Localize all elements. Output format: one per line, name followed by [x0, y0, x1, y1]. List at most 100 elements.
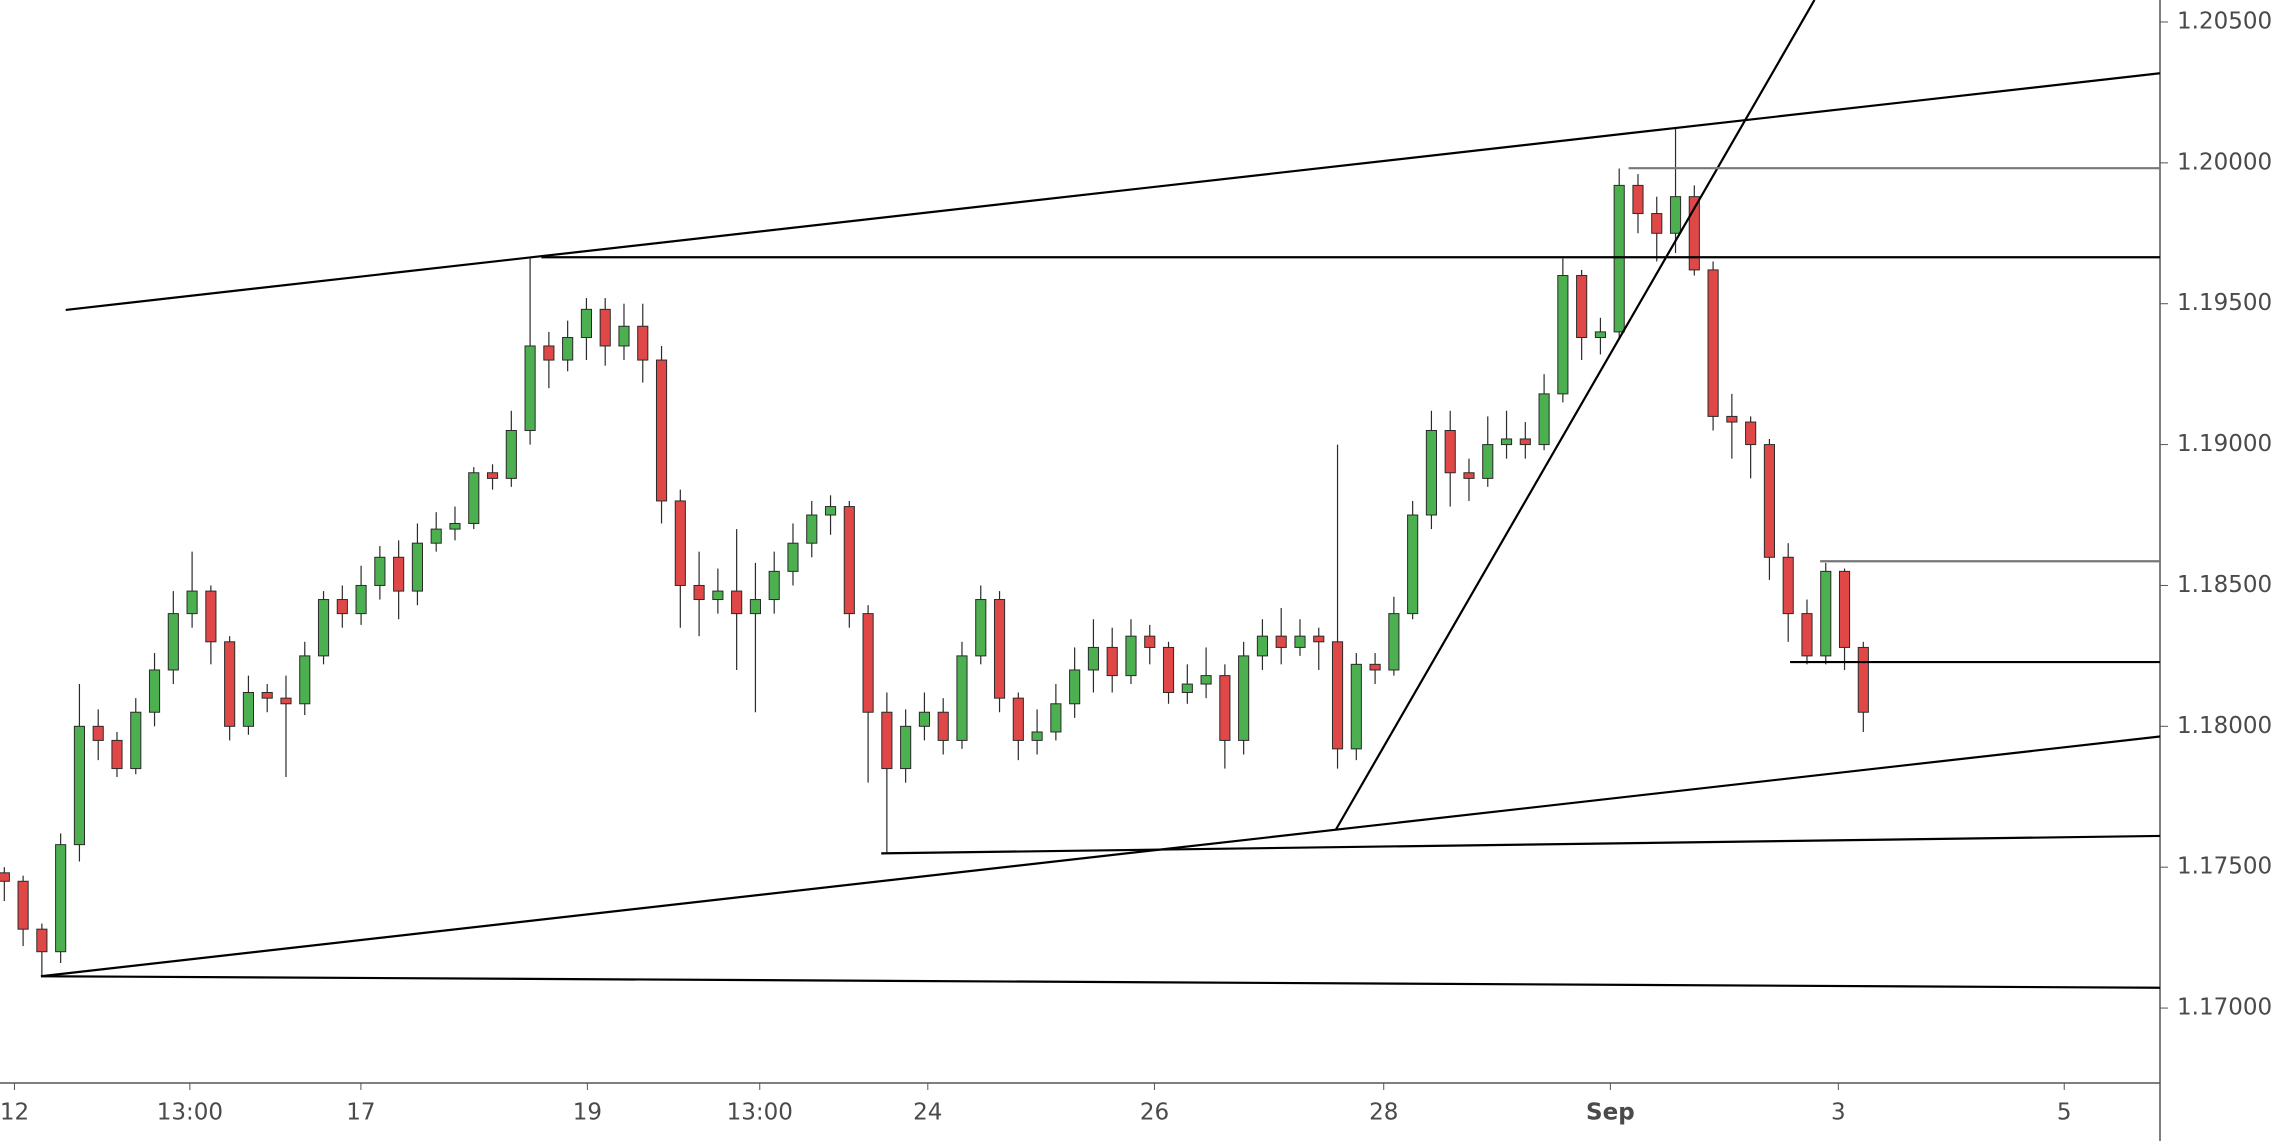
candle-body — [1162, 646, 1175, 694]
candle-body — [993, 599, 1006, 699]
candle-body — [618, 325, 630, 347]
candle-body — [824, 506, 837, 516]
candle-body — [843, 506, 855, 615]
x-tick-label: 12 — [0, 1100, 29, 1126]
candle-body — [956, 655, 968, 741]
candle-body — [1707, 269, 1719, 417]
y-tick-label: 1.18500 — [2177, 572, 2272, 598]
candle-body — [918, 711, 930, 727]
trend-line — [40, 735, 2161, 978]
candle-body — [1181, 683, 1193, 694]
candle-body — [1219, 675, 1231, 741]
candle-body — [1050, 703, 1062, 733]
candle-body — [242, 692, 254, 727]
y-tick-label: 1.17000 — [2177, 995, 2272, 1021]
candle-body — [0, 872, 10, 882]
candle-body — [1613, 184, 1625, 333]
candle-body — [1632, 184, 1644, 215]
candle-body — [693, 584, 705, 601]
candle-body — [111, 739, 123, 770]
candle-body — [543, 345, 555, 361]
candle-body — [1388, 613, 1400, 671]
candle-body — [280, 697, 292, 705]
candle-body — [130, 711, 142, 770]
x-tick-label: 13:00 — [727, 1100, 793, 1126]
candle-body — [1763, 444, 1775, 558]
candle-body — [787, 542, 799, 572]
y-tick-label: 1.18000 — [2177, 713, 2272, 739]
candle-body — [655, 359, 668, 502]
candle-body — [1857, 646, 1869, 713]
candle-body — [411, 542, 423, 592]
candle-body — [1519, 438, 1531, 446]
candle-body — [1594, 331, 1606, 339]
candle-body — [731, 590, 743, 615]
candle-body — [1838, 570, 1851, 648]
y-tick-label: 1.17500 — [2177, 854, 2272, 880]
candle-body — [599, 308, 611, 347]
candle-body — [430, 528, 442, 544]
x-tick-label: 17 — [346, 1100, 375, 1126]
candle-body — [1669, 196, 1682, 234]
y-tick-label: 1.20500 — [2177, 8, 2272, 34]
candle-body — [486, 472, 499, 479]
candle-body — [1294, 635, 1306, 648]
candle-body — [562, 337, 574, 361]
candle-body — [1087, 646, 1099, 671]
candle-body — [148, 669, 161, 713]
x-tick-label: 28 — [1369, 1100, 1398, 1126]
candle-body — [205, 590, 217, 643]
candle-body — [1820, 570, 1832, 657]
candle-body — [1538, 393, 1550, 446]
candle-body — [524, 345, 536, 431]
trend-line — [881, 834, 2161, 855]
y-tick-label: 1.19500 — [2177, 290, 2272, 316]
candle-body — [36, 928, 48, 953]
candle-body — [1444, 429, 1456, 474]
x-tick-label: 3 — [1831, 1100, 1846, 1126]
candle-body — [1275, 635, 1287, 648]
candle-body — [1331, 641, 1344, 750]
candle-body — [1463, 472, 1475, 479]
candle-body — [975, 599, 987, 657]
y-tick-label: 1.20000 — [2177, 149, 2272, 175]
candle-body — [1745, 421, 1757, 446]
candle-body — [768, 570, 780, 601]
candle-body — [55, 844, 67, 953]
candle-body — [1313, 635, 1325, 643]
candle-body — [1238, 655, 1250, 741]
candle-body — [900, 725, 912, 770]
candle-body — [17, 880, 29, 930]
candle-body — [468, 472, 480, 524]
candle-body — [1576, 275, 1588, 339]
candle-body — [674, 500, 686, 586]
candle-body — [1200, 675, 1212, 685]
x-tick-label: Sep — [1586, 1100, 1635, 1126]
x-tick-label: 19 — [573, 1100, 602, 1126]
candle-body — [1557, 275, 1569, 395]
candle-body — [1125, 635, 1137, 677]
candle-body — [374, 556, 386, 586]
candle-body — [1688, 196, 1700, 271]
candle-body — [862, 613, 874, 713]
candle-body — [336, 599, 348, 615]
candle-body — [1069, 669, 1081, 705]
candle-body — [1801, 613, 1813, 657]
candle-body — [749, 599, 761, 615]
candle-body — [1012, 697, 1024, 741]
candle-body — [317, 599, 330, 657]
candle-body — [1407, 514, 1419, 615]
candle-body — [1144, 635, 1156, 648]
y-tick-label: 1.19000 — [2177, 431, 2272, 457]
candle-body — [449, 522, 461, 530]
candle-body — [712, 590, 724, 601]
candle-body — [1425, 429, 1437, 516]
candle-body — [881, 711, 893, 770]
x-tick-label: 24 — [913, 1100, 942, 1126]
candle-body — [806, 514, 818, 544]
candle-body — [73, 725, 85, 846]
x-tick-label: 13:00 — [157, 1100, 223, 1126]
candle-body — [1350, 663, 1362, 750]
candle-body — [1782, 556, 1794, 615]
